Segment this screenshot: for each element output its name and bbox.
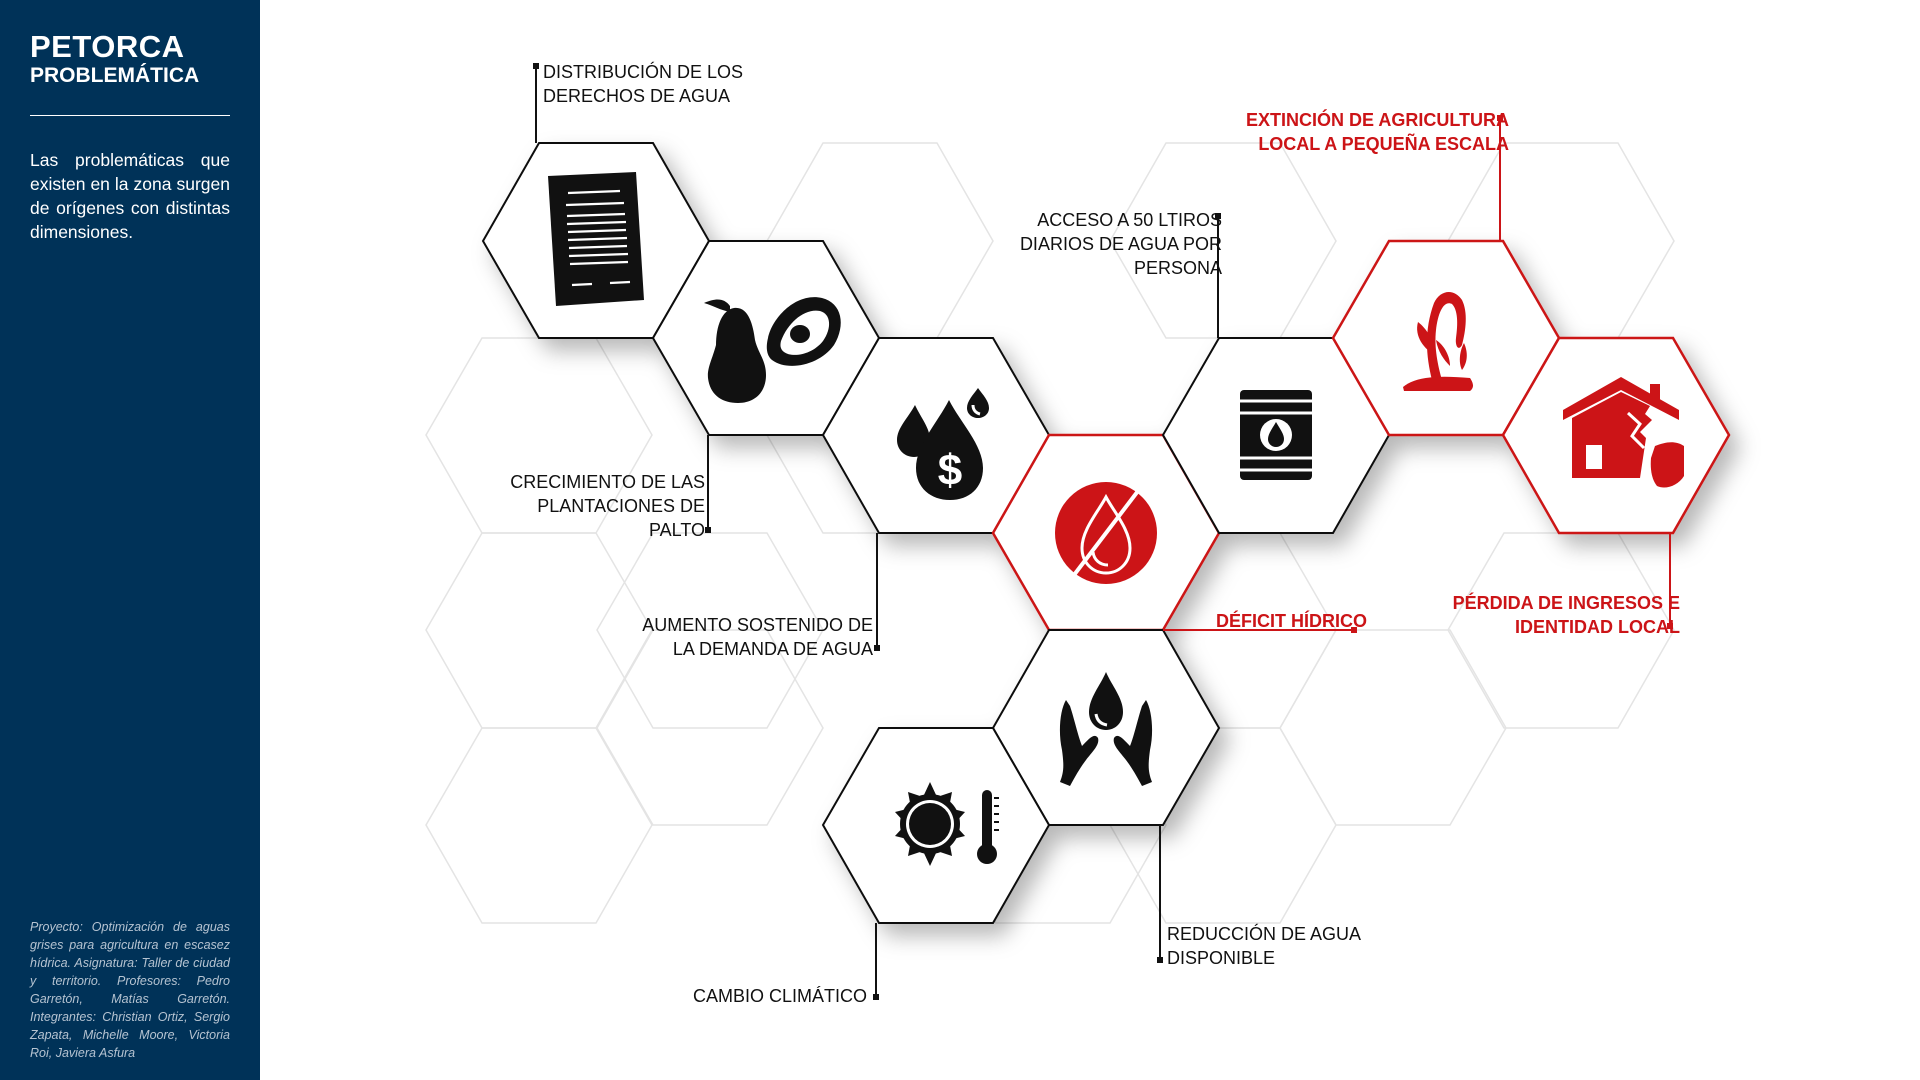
divider (30, 115, 230, 116)
label-deficit: DÉFICIT HÍDRICO (1216, 611, 1367, 631)
label-palto: CRECIMIENTO DE LAS PLANTACIONES DE PALTO (510, 472, 705, 540)
label-reduccion: REDUCCIÓN DE AGUA DISPONIBLE (1167, 924, 1362, 968)
credits-text: Proyecto: Optimización de aguas grises p… (30, 920, 230, 1060)
hands-water-icon (1059, 672, 1153, 786)
intro-text: Las problemáticas que existen en la zona… (30, 150, 230, 242)
sun-thermometer-icon (895, 782, 999, 866)
label-acceso: ACCESO A 50 LTIROS DIARIOS DE AGUA POR P… (1019, 210, 1222, 278)
no-water-icon (1055, 482, 1157, 584)
water-barrel-icon (1240, 390, 1312, 480)
label-derechos: DISTRIBUCIÓN DE LOS DERECHOS DE AGUA (543, 62, 744, 106)
document-icon (548, 172, 644, 306)
page-subtitle: PROBLEMÁTICA (30, 64, 200, 87)
label-clima: CAMBIO CLIMÁTICO (692, 986, 867, 1006)
connectors (533, 63, 1673, 1000)
broken-house-icon (1563, 377, 1684, 488)
avocado-icon (704, 297, 841, 403)
label-demanda: AUMENTO SOSTENIDO DE LA DEMANDA DE AGUA (642, 615, 873, 659)
water-money-icon: $ (897, 388, 989, 500)
sidebar: PETORCA PROBLEMÁTICA Las problemáticas q… (0, 0, 260, 1080)
wilted-plant-icon (1403, 292, 1473, 391)
label-perdida: PÉRDIDA DE INGRESOS E IDENTIDAD LOCAL (1452, 593, 1680, 637)
page-title: PETORCA (30, 29, 185, 64)
label-extincion: EXTINCIÓN DE AGRICULTURA LOCAL A PEQUEÑA… (1246, 110, 1509, 154)
svg-text:$: $ (938, 446, 962, 495)
